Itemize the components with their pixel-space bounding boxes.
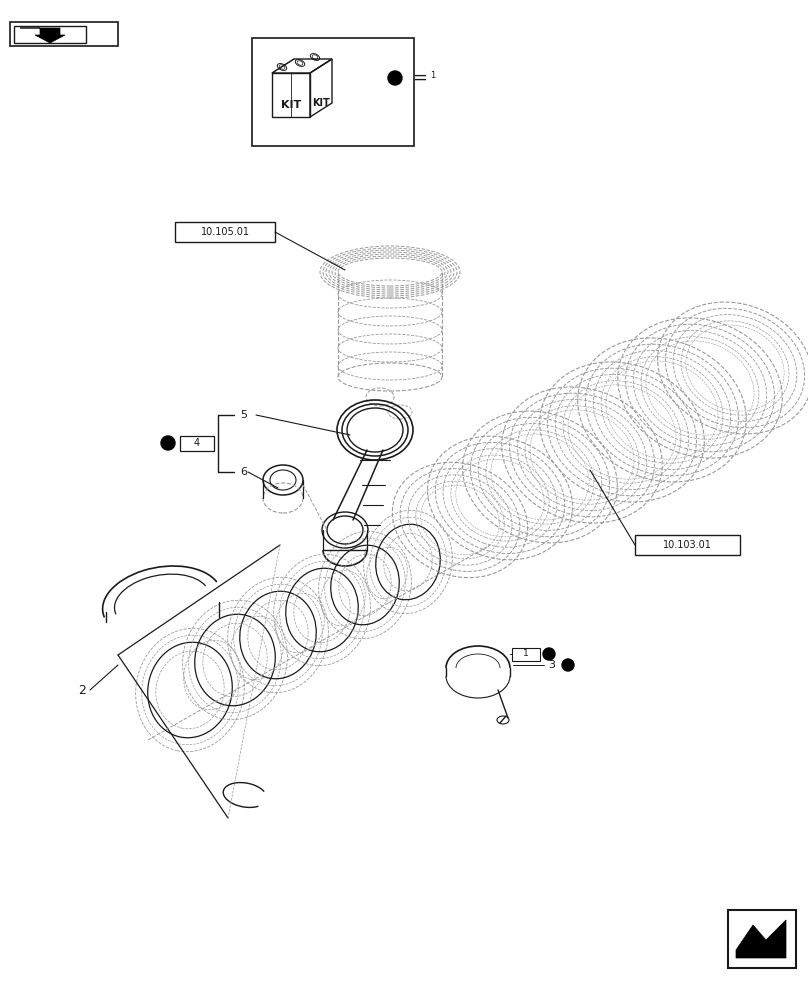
Circle shape — [161, 436, 175, 450]
Bar — [512, 648, 540, 661]
Bar — [728, 910, 796, 968]
Text: 1: 1 — [523, 650, 529, 658]
Text: 3: 3 — [548, 660, 555, 670]
Circle shape — [562, 659, 574, 671]
Text: 6: 6 — [240, 467, 247, 477]
Bar — [635, 535, 740, 555]
Bar — [175, 222, 275, 242]
Text: 10.103.01: 10.103.01 — [663, 540, 711, 550]
Circle shape — [388, 71, 402, 85]
Text: 4: 4 — [194, 438, 200, 448]
Polygon shape — [20, 28, 65, 43]
Bar — [252, 38, 414, 146]
Polygon shape — [736, 920, 786, 958]
Text: 1: 1 — [430, 70, 436, 80]
Text: 2: 2 — [78, 684, 86, 696]
Bar — [180, 436, 214, 451]
Text: 5: 5 — [240, 410, 247, 420]
Circle shape — [543, 648, 555, 660]
Text: KIT: KIT — [281, 100, 301, 110]
Text: KIT: KIT — [312, 98, 330, 108]
Text: =: = — [412, 69, 427, 87]
Bar — [14, 26, 86, 43]
Text: 10.105.01: 10.105.01 — [200, 227, 250, 237]
